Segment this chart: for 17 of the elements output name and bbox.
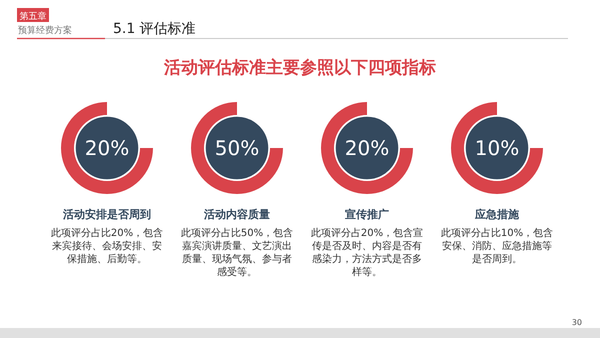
text: 预算经费方案 [18,25,72,36]
text: 此项评分占比20%，包含来宾接待、会场安排、安保措施、后勤等。 [50,227,164,265]
text: 30 [572,318,582,327]
category-label: 活动内容质量 [203,208,270,221]
text: 第五章 [20,11,46,22]
text: 此项评分占20%，包含宣传是否及时、内容是否有感染力，方法方式是否多样等。 [310,227,424,278]
data-label: 20% [344,136,390,160]
data-label: 50% [214,136,260,160]
data-label: 20% [84,136,130,160]
data-label: 10% [474,136,520,160]
category-label: 应急措施 [474,208,520,221]
category-label: 宣传推广 [345,208,389,221]
category-label: 活动安排是否周到 [62,208,151,221]
text: 此项评分占比50%，包含嘉宾演讲质量、文艺演出质量、现场气氛、参与者感受等。 [180,227,294,278]
text: 5.1 评估标准 [113,21,196,37]
text: 活动评估标准主要参照以下四项指标 [163,58,436,78]
text: 此项评分占比10%，包含安保、消防、应急措施等是否周到。 [440,227,554,265]
